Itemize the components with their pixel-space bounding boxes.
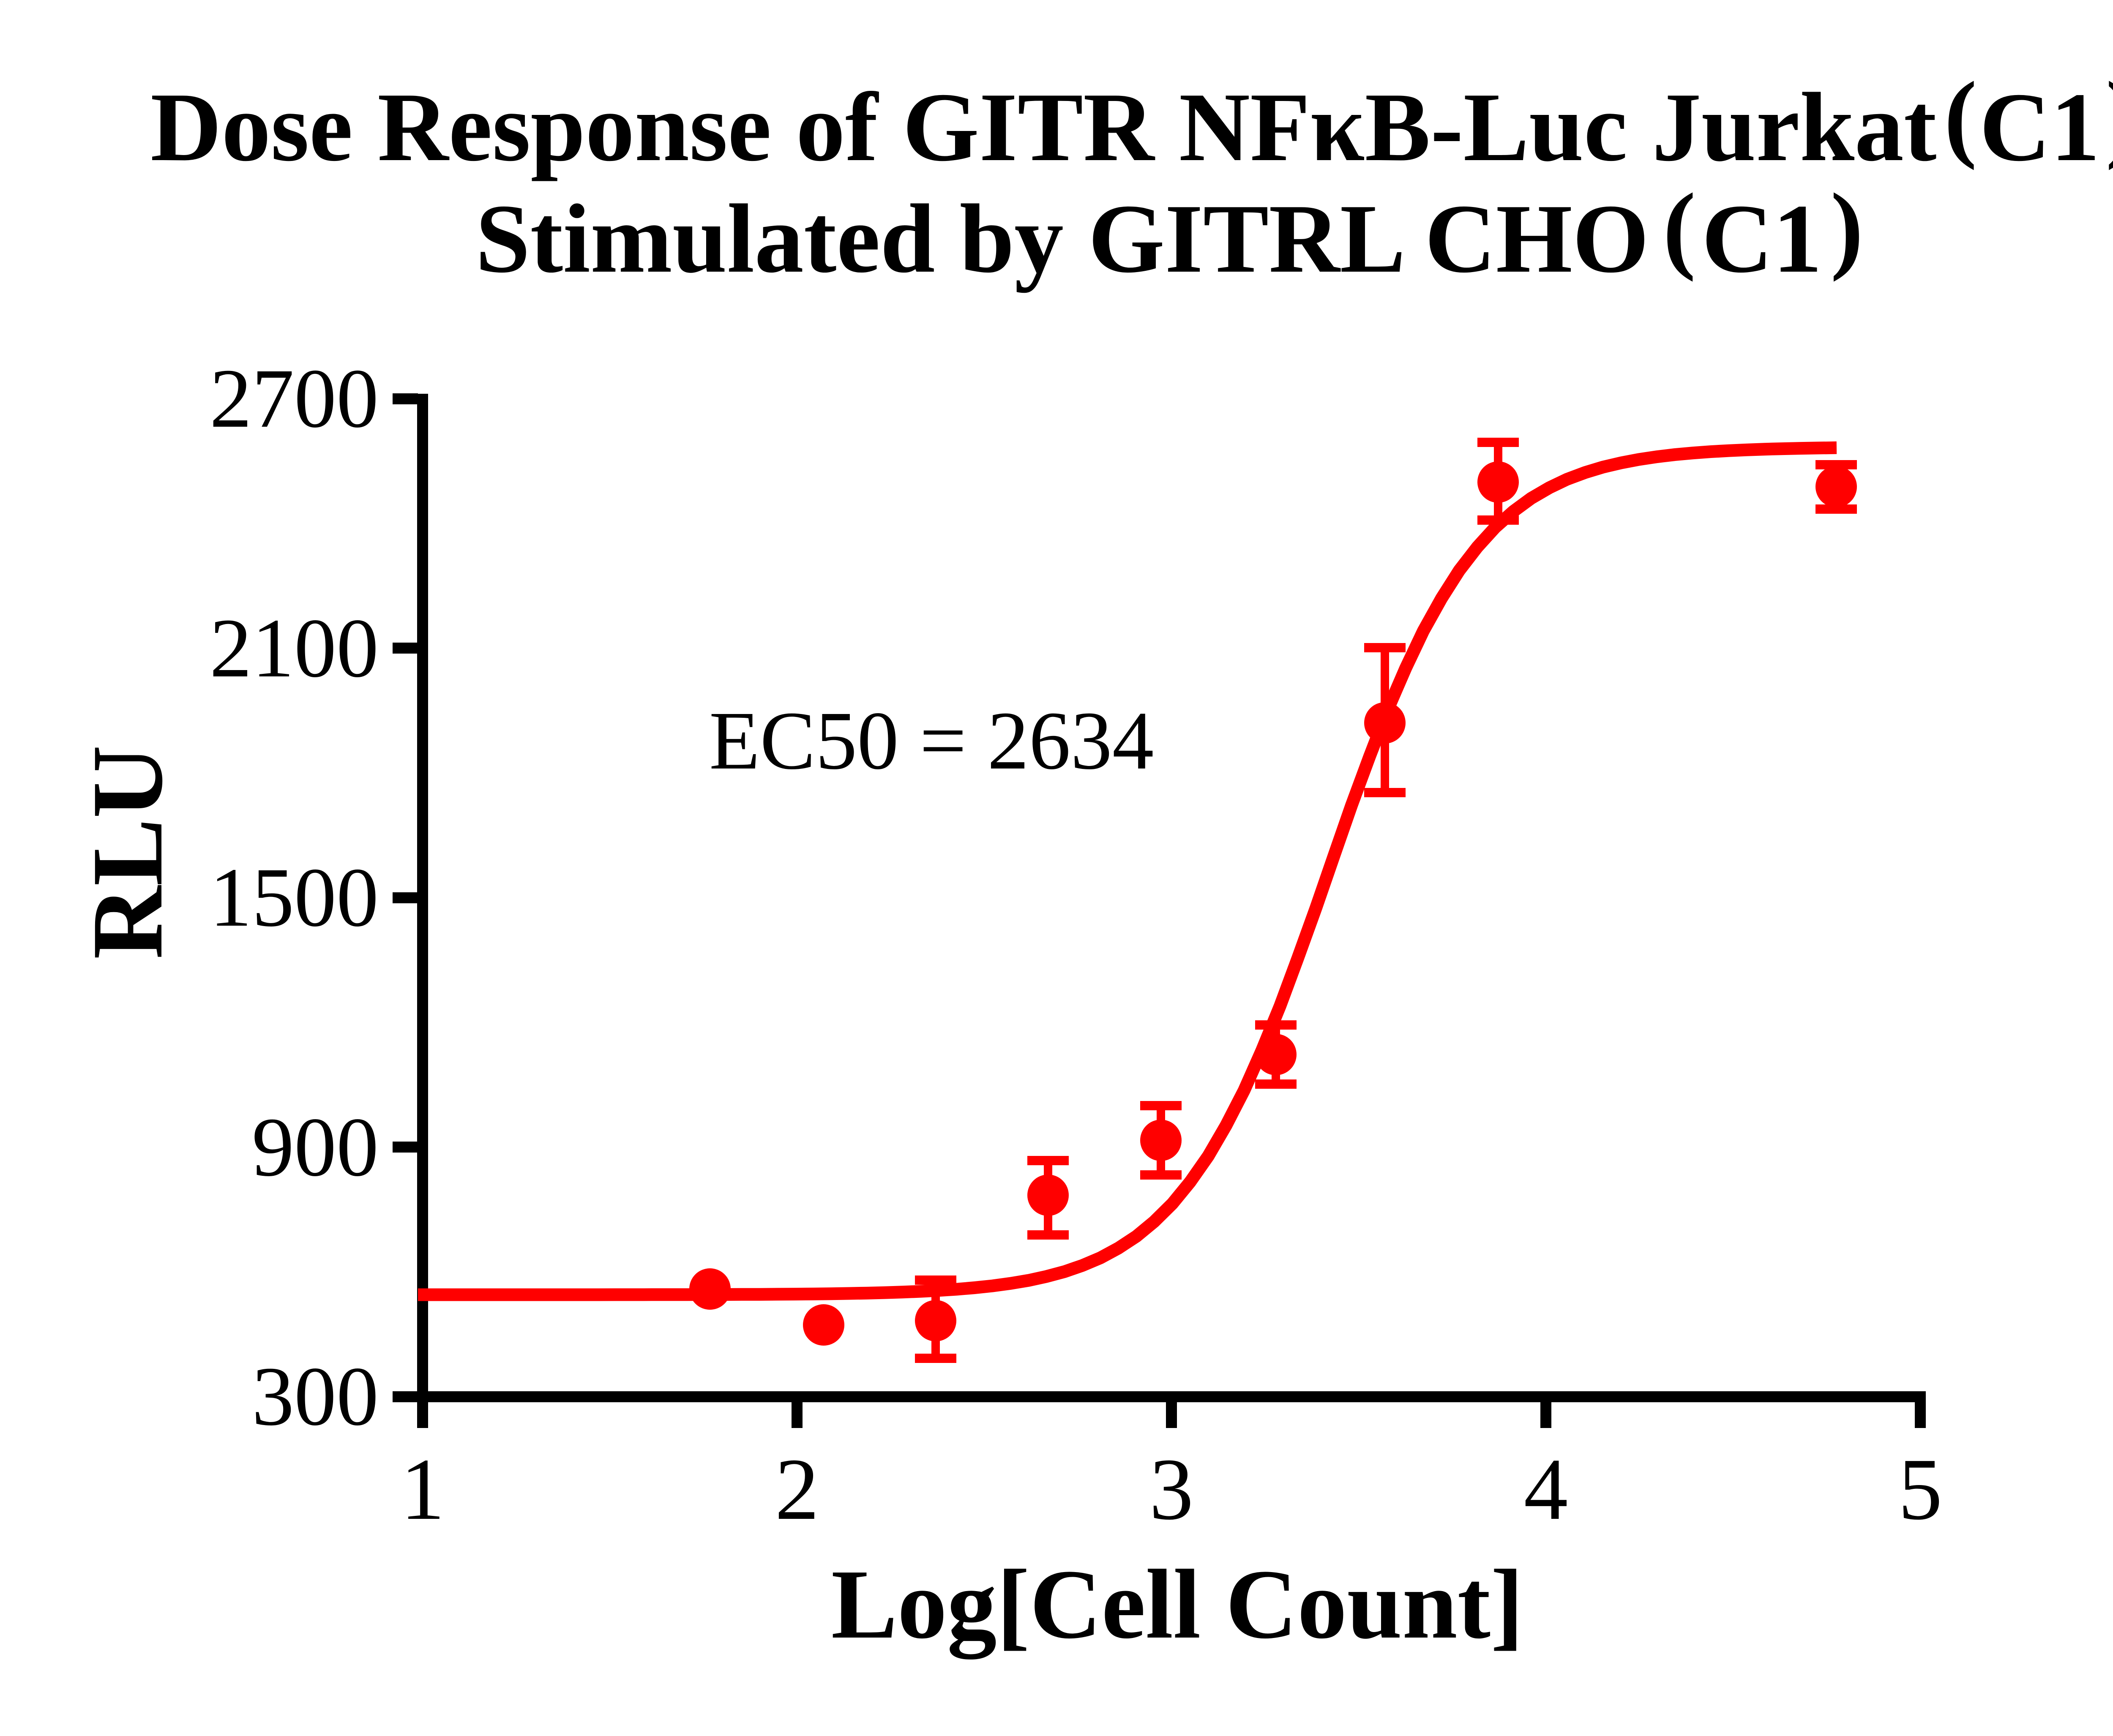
svg-text:Log[Cell Count]: Log[Cell Count] [831,1549,1523,1660]
svg-text:2: 2 [775,1441,819,1538]
svg-text:3: 3 [1149,1441,1194,1538]
svg-text:4: 4 [1524,1441,1568,1538]
svg-text:2100: 2100 [210,602,379,695]
svg-text:RLU: RLU [71,745,183,959]
svg-text:900: 900 [252,1101,379,1194]
svg-text:EC50 = 2634: EC50 = 2634 [709,694,1154,787]
svg-text:Dose Response of GITR NFκB-Luc: Dose Response of GITR NFκB-Luc Jurkat(C1… [150,62,2113,182]
svg-text:1500: 1500 [210,851,379,944]
svg-text:Stimulated by GITRL CHO(C1): Stimulated by GITRL CHO (C1) [475,173,1863,293]
svg-text:300: 300 [252,1350,379,1443]
svg-text:1: 1 [401,1441,445,1538]
svg-text:2700: 2700 [210,352,379,445]
svg-text:5: 5 [1898,1441,1943,1538]
